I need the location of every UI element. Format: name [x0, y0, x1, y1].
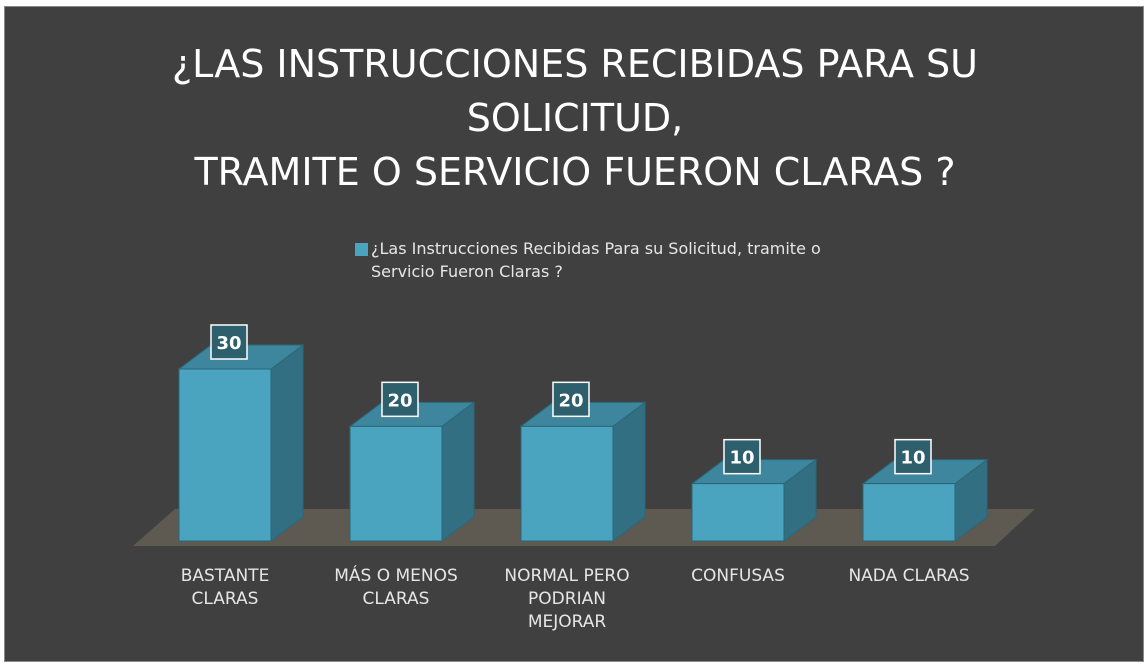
x-tick-label: NADA CLARAS — [848, 566, 970, 586]
bar-front — [862, 483, 956, 542]
data-label-box — [210, 324, 248, 360]
data-label-box — [381, 381, 419, 418]
bar-side — [270, 344, 304, 542]
bar-front — [520, 425, 614, 542]
data-label-box — [552, 381, 590, 418]
data-label: 30 — [216, 333, 241, 354]
legend-swatch — [355, 243, 368, 256]
data-label: 20 — [558, 390, 583, 411]
bar — [177, 344, 305, 542]
data-label: 10 — [900, 448, 925, 469]
chart: 30 20 20 10 10 ¿LAS INSTRUCCIONES RECIBIDAS … — [4, 6, 1144, 662]
x-tick-label: NORMAL PERO PODRIAN MEJORAR — [504, 566, 630, 632]
bar-front — [691, 483, 785, 542]
data-label: 10 — [729, 448, 754, 469]
bar-front — [178, 368, 272, 542]
x-tick-label: CONFUSAS — [691, 566, 785, 586]
data-label-box — [723, 438, 761, 475]
bar-front — [349, 425, 443, 542]
bar — [519, 401, 647, 542]
legend-label: ¿Las Instrucciones Recibidas Para su Sol… — [371, 239, 821, 281]
plot: 30 20 20 10 10 — [133, 324, 1035, 546]
chart-title: SOLICITUD, — [466, 96, 684, 140]
data-label-box — [894, 438, 932, 475]
x-tick-label: BASTANTE CLARAS — [180, 566, 270, 609]
data-label: 20 — [387, 390, 412, 411]
x-tick-label: MÁS O MENOS CLARAS — [334, 566, 458, 609]
chart-title: TRAMITE O SERVICIO FUERON CLARAS ? — [194, 150, 956, 194]
chart-title: ¿LAS INSTRUCCIONES RECIBIDAS PARA SU — [172, 42, 978, 86]
bar — [348, 401, 476, 542]
